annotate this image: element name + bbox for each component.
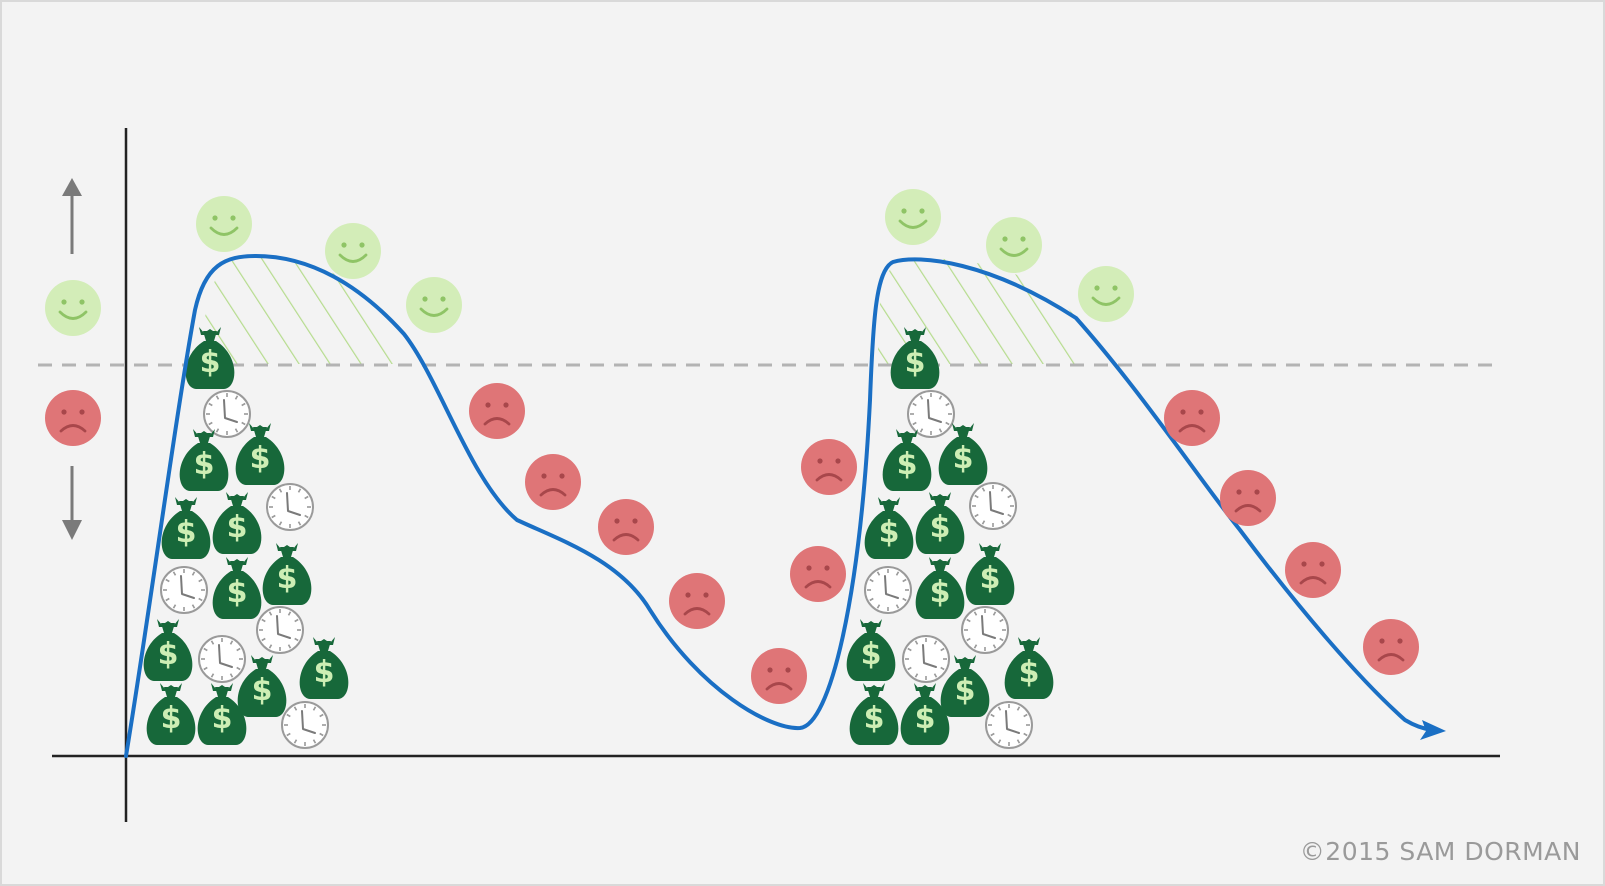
smiley-face-icon xyxy=(1076,264,1136,324)
hatched-region-2 xyxy=(878,258,1090,364)
smiley-face-icon xyxy=(883,187,943,247)
frown-face-icon xyxy=(1162,388,1222,448)
frown-face-icon xyxy=(749,646,809,706)
smiley-face-icon xyxy=(984,215,1044,275)
clock-icon xyxy=(969,482,1017,530)
clock-icon xyxy=(281,701,329,749)
smiley-face-icon xyxy=(323,221,383,281)
frown-face-icon xyxy=(467,381,527,441)
clock-icon xyxy=(864,566,912,614)
legend-happy-face-icon xyxy=(43,278,103,338)
frown-face-icon xyxy=(799,437,859,497)
clock-icon xyxy=(198,635,246,683)
clock-icon xyxy=(266,483,314,531)
frown-face-icon xyxy=(1361,617,1421,677)
frown-face-icon xyxy=(523,452,583,512)
happiness-curve xyxy=(124,253,1434,758)
copyright-credit: ©2015 SAM DORMAN xyxy=(1299,837,1581,866)
clock-icon xyxy=(985,701,1033,749)
hatched-region-1 xyxy=(200,256,412,364)
clock-icon xyxy=(902,635,950,683)
smiley-face-icon xyxy=(404,275,464,335)
arrow-down-icon xyxy=(62,466,82,540)
frown-face-icon xyxy=(596,497,656,557)
frown-face-icon xyxy=(1218,468,1278,528)
clock-icon xyxy=(961,606,1009,654)
arrow-up-icon xyxy=(62,178,82,254)
frown-face-icon xyxy=(788,544,848,604)
clock-icon xyxy=(203,390,251,438)
frown-face-icon xyxy=(1283,540,1343,600)
smiley-face-icon xyxy=(194,194,254,254)
legend-sad-face-icon xyxy=(43,388,103,448)
clock-icon xyxy=(160,566,208,614)
frown-face-icon xyxy=(667,571,727,631)
curve-arrowhead xyxy=(1420,720,1446,740)
clock-icon xyxy=(256,606,304,654)
clock-icon xyxy=(907,390,955,438)
